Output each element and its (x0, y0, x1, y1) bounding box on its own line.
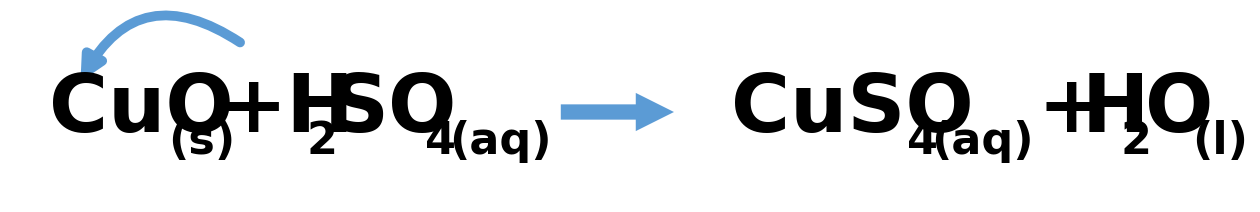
Text: +: + (1011, 71, 1134, 149)
Text: O: O (1145, 71, 1213, 149)
Text: (l): (l) (1192, 120, 1249, 163)
Text: 2: 2 (1121, 120, 1152, 163)
FancyArrowPatch shape (86, 15, 241, 72)
Text: 4: 4 (907, 120, 939, 163)
Text: 4: 4 (426, 120, 456, 163)
Text: SO: SO (330, 71, 457, 149)
Text: +H: +H (219, 71, 354, 149)
Text: (aq): (aq) (931, 120, 1033, 163)
Text: CuO: CuO (49, 71, 234, 149)
Text: H: H (1081, 71, 1149, 149)
Text: (aq): (aq) (449, 120, 552, 163)
Text: CuSO: CuSO (731, 71, 974, 149)
Text: (s): (s) (168, 120, 236, 163)
Text: 2: 2 (306, 120, 338, 163)
